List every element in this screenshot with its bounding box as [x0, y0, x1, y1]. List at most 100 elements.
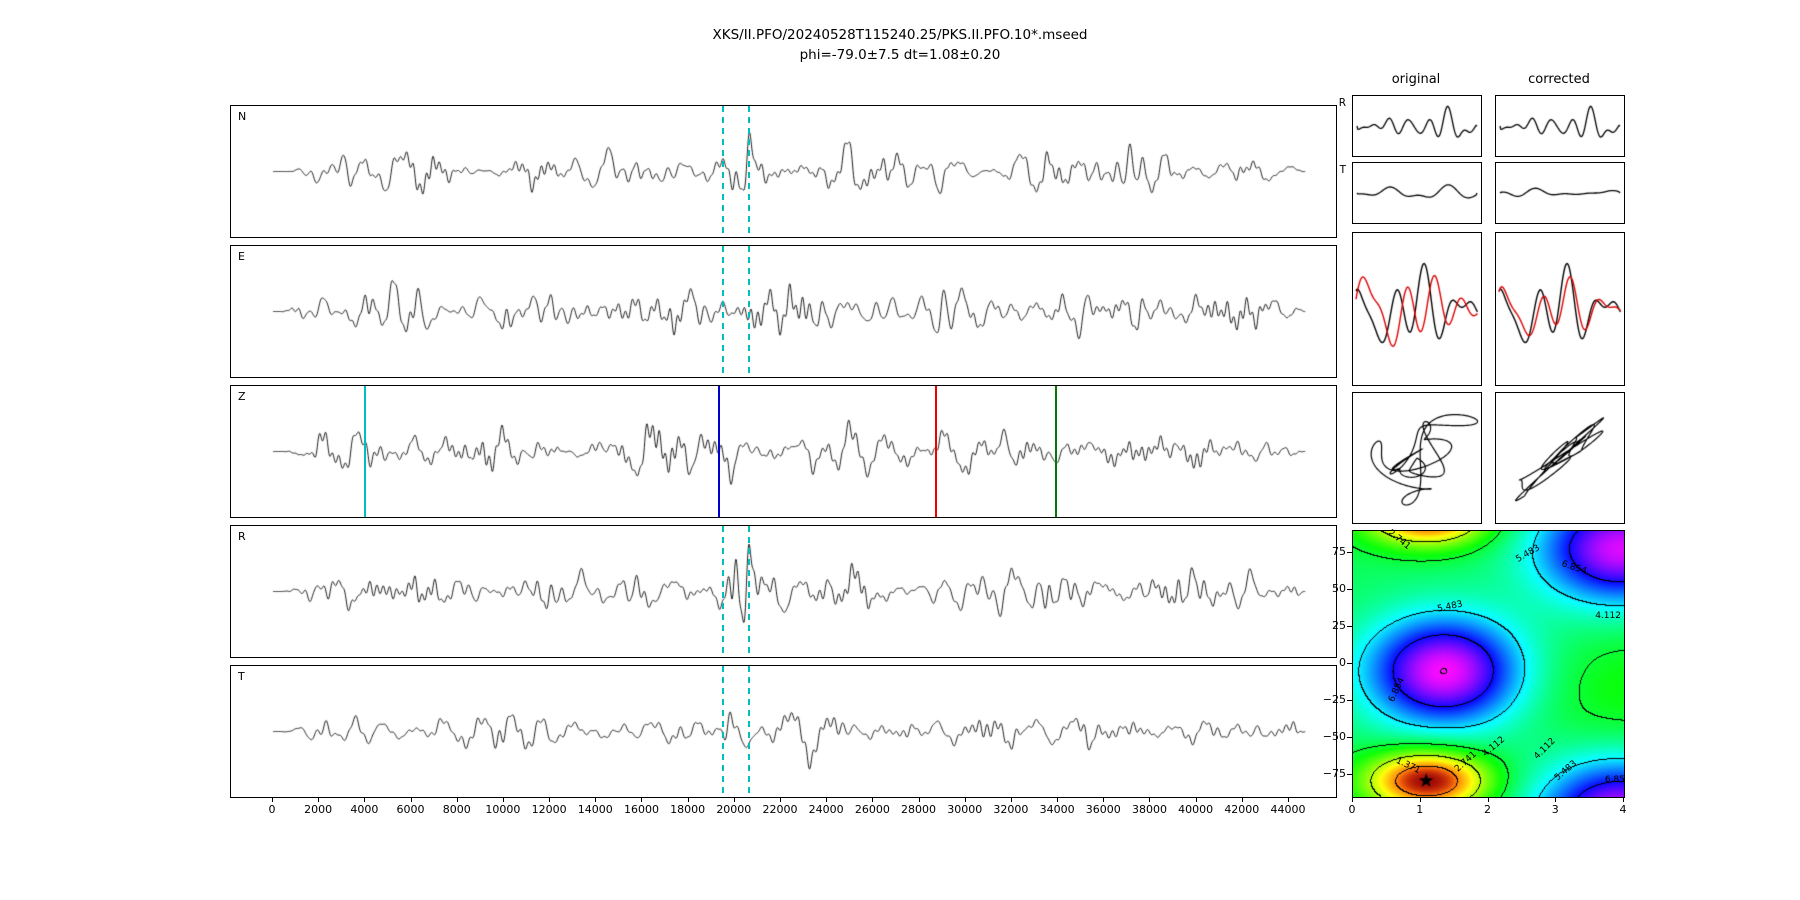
- surface-y-tick: [1347, 663, 1352, 664]
- x-axis-tick: [1010, 797, 1012, 802]
- x-axis-tick-label: 2000: [304, 803, 333, 816]
- x-axis-tick-label: 42000: [1224, 803, 1260, 816]
- surface-y-tick-label: 75: [1332, 545, 1346, 559]
- z-pick-line-1: [717, 386, 720, 517]
- surface-y-tick-label: 0: [1339, 656, 1346, 669]
- waveform-panel-e: E: [230, 245, 1337, 378]
- x-axis-tick-label: 20000: [716, 803, 752, 816]
- trace-canvas-r: [231, 526, 1336, 657]
- mini-r-original: [1352, 95, 1482, 157]
- x-axis-tick-label: 4000: [350, 803, 379, 816]
- x-axis-tick: [733, 797, 735, 802]
- x-axis-tick: [549, 797, 551, 802]
- x-axis-tick: [641, 797, 643, 802]
- contour-label: 4.112: [1595, 610, 1621, 621]
- particle-motion-original-canvas: [1353, 393, 1481, 523]
- mini-r-original-canvas: [1353, 96, 1481, 156]
- x-axis-tick: [410, 797, 412, 802]
- mini-r-corrected: [1495, 95, 1625, 157]
- mini-t-original: [1352, 162, 1482, 224]
- row-label-t: T: [1339, 164, 1346, 176]
- trace-canvas-n: [231, 106, 1336, 237]
- surface-x-tick-label: 0: [1348, 803, 1356, 816]
- overlay-corrected: [1495, 232, 1625, 386]
- window-start-line: [722, 106, 725, 237]
- panel-label-z: Z: [238, 390, 246, 403]
- panel-label-n: N: [238, 110, 247, 123]
- x-axis-tick: [918, 797, 920, 802]
- overlay-original-canvas: [1353, 233, 1481, 385]
- x-axis-tick-label: 34000: [1039, 803, 1075, 816]
- x-axis-tick: [1241, 797, 1243, 802]
- x-axis-tick: [595, 797, 597, 802]
- window-end-line: [747, 526, 750, 657]
- error-surface-canvas: [1353, 531, 1624, 797]
- x-axis-tick: [1057, 797, 1059, 802]
- row-label-r: R: [1338, 97, 1346, 109]
- particle-motion-corrected: [1495, 392, 1625, 524]
- z-pick-line-0: [364, 386, 367, 517]
- panel-label-r: R: [238, 530, 246, 543]
- x-axis-tick-label: 18000: [670, 803, 706, 816]
- panel-label-e: E: [238, 250, 245, 263]
- surface-y-tick: [1347, 699, 1352, 701]
- x-axis-tick-label: 28000: [901, 803, 937, 816]
- x-axis-tick: [826, 797, 828, 802]
- window-end-line: [747, 666, 750, 797]
- x-axis-tick-label: 22000: [762, 803, 798, 816]
- surface-x-tick: [1352, 797, 1353, 802]
- x-axis-tick: [687, 797, 689, 802]
- surface-x-tick: [1419, 797, 1421, 802]
- surface-y-tick: [1347, 773, 1352, 775]
- x-axis-tick: [1287, 797, 1289, 802]
- surface-x-tick-label: 1: [1416, 803, 1424, 816]
- waveform-panel-r: R: [230, 525, 1337, 658]
- surface-x-tick: [1555, 797, 1557, 802]
- surface-y-tick: [1347, 736, 1352, 738]
- x-axis-tick-label: 38000: [1131, 803, 1167, 816]
- x-axis-tick-label: 44000: [1270, 803, 1306, 816]
- x-axis-tick: [1149, 797, 1151, 802]
- overlay-original: [1352, 232, 1482, 386]
- z-pick-line-3: [1054, 386, 1057, 517]
- surface-x-tick: [1487, 797, 1489, 802]
- surface-y-tick-label: −50: [1322, 729, 1346, 743]
- trace-canvas-e: [231, 246, 1336, 377]
- surface-y-tick-label: 25: [1332, 619, 1346, 633]
- particle-motion-original: [1352, 392, 1482, 524]
- figure-title: XKS/II.PFO/20240528T115240.25/PKS.II.PFO…: [712, 27, 1088, 43]
- x-axis-tick: [964, 797, 966, 802]
- error-surface-panel: [1352, 530, 1625, 798]
- window-start-line: [722, 526, 725, 657]
- mini-t-corrected-canvas: [1496, 163, 1624, 223]
- x-axis-tick-label: 30000: [947, 803, 983, 816]
- surface-x-tick-label: 4: [1619, 803, 1627, 816]
- x-axis-tick: [1103, 797, 1105, 802]
- waveform-panel-z: Z: [230, 385, 1337, 518]
- surface-y-tick-label: 50: [1332, 582, 1346, 596]
- x-axis-tick-label: 32000: [993, 803, 1029, 816]
- mini-t-corrected: [1495, 162, 1625, 224]
- surface-y-tick: [1347, 552, 1352, 554]
- surface-y-tick: [1347, 626, 1352, 628]
- mini-r-corrected-canvas: [1496, 96, 1624, 156]
- x-axis-tick-label: 0: [268, 803, 276, 816]
- surface-x-tick-label: 2: [1484, 803, 1491, 816]
- x-axis-tick: [1195, 797, 1197, 802]
- surface-y-tick-label: −75: [1322, 766, 1346, 780]
- surface-y-tick-label: −25: [1322, 692, 1346, 706]
- surface-x-tick-label: 3: [1551, 803, 1559, 816]
- x-axis-tick-label: 36000: [1085, 803, 1121, 816]
- window-start-line: [722, 246, 725, 377]
- trace-canvas-t: [231, 666, 1336, 797]
- surface-y-tick: [1347, 589, 1352, 591]
- contour-label: 6.85: [1604, 774, 1625, 785]
- window-end-line: [747, 106, 750, 237]
- x-axis-tick-label: 24000: [808, 803, 844, 816]
- x-axis-tick-label: 10000: [485, 803, 521, 816]
- x-axis-tick: [502, 797, 504, 802]
- x-axis-tick: [272, 797, 273, 802]
- column-header-corrected: corrected: [1528, 72, 1590, 87]
- column-header-original: original: [1391, 72, 1441, 87]
- waveform-panel-n: N: [230, 105, 1337, 238]
